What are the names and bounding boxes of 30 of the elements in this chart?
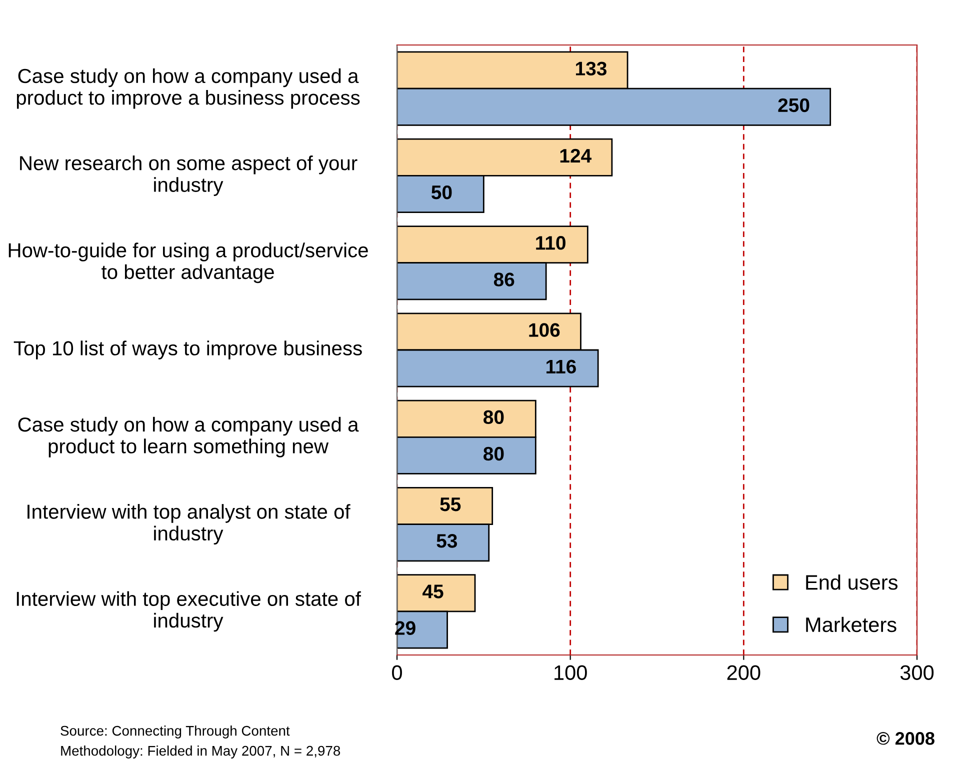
y-tick-label: Top 10 list of ways to improve business	[14, 340, 362, 360]
x-tick-label: 300	[900, 665, 934, 680]
data-label: 55	[440, 498, 461, 512]
x-tick-label: 100	[554, 665, 587, 680]
data-label: 50	[431, 185, 452, 200]
y-tick-label: New research on some aspect of your industry	[20, 155, 358, 196]
y-tick-label: How-to-guide for using a product/service to better advantage	[8, 242, 368, 284]
x-tick-label: 0	[392, 665, 402, 680]
data-label: 53	[436, 534, 458, 548]
data-label: 124	[560, 148, 592, 162]
text: © 2008	[876, 732, 934, 745]
data-label: 133	[576, 62, 606, 76]
text: Methodology: Fielded in May 2007, N = 2,978	[61, 746, 340, 758]
y-tick-label: Case study on how a company used a product to learn something new	[18, 416, 359, 458]
data-label: 250	[778, 98, 810, 112]
data-label: 29	[395, 621, 416, 635]
source-note: Source: Connecting Through Content	[60, 726, 290, 738]
x-tick-label: 200	[727, 665, 760, 680]
data-label: 106	[529, 323, 560, 337]
data-label: 86	[494, 272, 514, 286]
data-label: 45	[422, 584, 444, 598]
y-tick-label: Interview with top analyst on state of industry	[28, 504, 350, 545]
data-label: 80	[484, 446, 504, 461]
y-tick-label: Case study on how a company used a product to improve a business process	[16, 68, 360, 109]
y-tick-label: Interview with top executive on state of industry	[16, 591, 361, 632]
legend-label: End users	[806, 574, 898, 590]
data-label: 110	[536, 236, 566, 250]
data-label: 116	[546, 360, 576, 374]
data-label: 80	[484, 410, 504, 424]
legend-label: Marketers	[806, 616, 896, 632]
